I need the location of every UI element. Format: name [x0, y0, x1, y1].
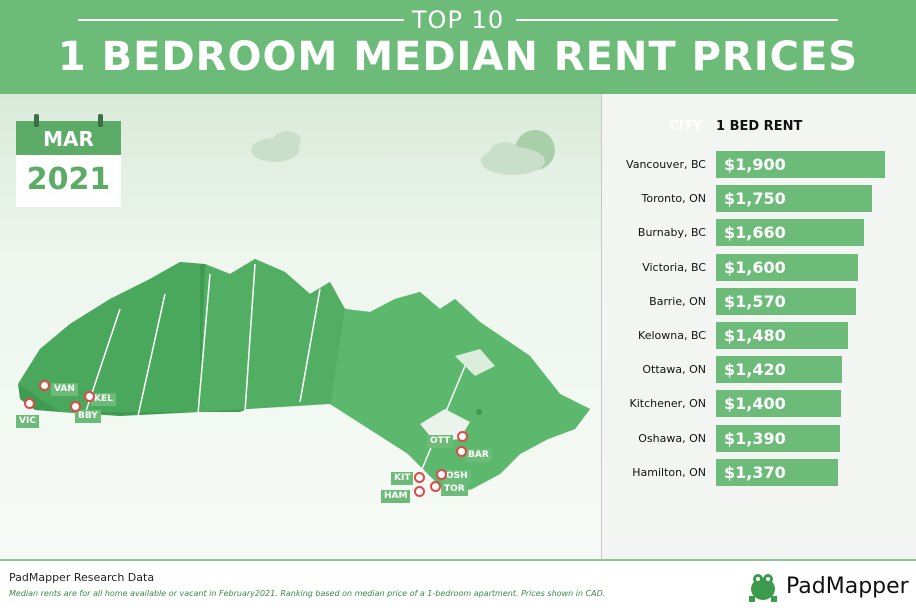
calendar-ring-icon: [34, 114, 39, 127]
page-title: 1 BEDROOM MEDIAN RENT PRICES: [57, 34, 859, 80]
row-city-label: Burnaby, BC: [637, 226, 706, 240]
rent-bar-label: $1,600: [724, 257, 786, 277]
rent-bar-label: $1,900: [724, 155, 786, 174]
column-header-city: CITY: [669, 119, 702, 134]
row-city-label: Kelowna, BC: [638, 329, 706, 342]
row-city-label: Vancouver, BC: [626, 158, 706, 171]
map-label-tor: TOR: [441, 483, 468, 496]
footer-note: Median rents are for all home available …: [9, 589, 606, 598]
rent-bar: [716, 253, 858, 281]
row-city-label: Hamilton, ON: [632, 465, 706, 479]
row-city-label: Barrie, ON: [649, 294, 706, 308]
rent-bar-label: $1,400: [724, 394, 786, 414]
brand-name: PadMapper: [786, 574, 909, 599]
rent-bar-label: $1,420: [724, 360, 786, 380]
location-pin-icon: [414, 472, 425, 483]
header-top-label: TOP 10: [411, 6, 505, 34]
row-city-label: Kitchener, ON: [629, 397, 706, 411]
cloud-icon: [251, 131, 301, 162]
rent-bar: [716, 356, 842, 384]
rent-bar-label: $1,390: [724, 428, 786, 448]
map-label-vic: VIC: [16, 415, 39, 428]
rent-bar: [716, 390, 841, 418]
map-label-bar: BAR: [465, 449, 492, 462]
rent-bar: [716, 322, 848, 349]
rent-bar-label: $1,660: [724, 223, 786, 243]
location-pin-icon: [39, 380, 50, 391]
footer-divider: [0, 559, 916, 561]
rent-bar-label: $1,480: [724, 326, 786, 345]
rent-bar-label: $1,370: [724, 462, 786, 482]
header-rule-left: [78, 19, 404, 21]
column-header-rent: 1 BED RENT: [716, 119, 803, 134]
rent-bar: [716, 151, 885, 178]
panel-divider: [601, 94, 602, 560]
calendar-month: MAR: [16, 121, 121, 155]
rent-bar: [716, 287, 856, 315]
location-pin-icon: [414, 486, 425, 497]
row-city-label: Ottawa, ON: [642, 363, 706, 377]
map-label-osh: OSH: [443, 470, 471, 483]
calendar-ring-icon: [98, 114, 103, 127]
header-rule-right: [516, 19, 838, 21]
map-label-kit: KIT: [391, 472, 414, 485]
map-label-van: VAN: [51, 383, 78, 396]
sun-cloud-icon: [481, 130, 555, 175]
rent-bar: [716, 424, 840, 452]
calendar-year: 2021: [16, 155, 121, 207]
map-label-bby: BBY: [75, 410, 101, 423]
location-pin-icon: [436, 469, 447, 480]
footer: PadMapper Research Data Median rents are…: [0, 561, 916, 611]
padmapper-logo-icon: [749, 574, 777, 602]
map-label-kel: KEL: [91, 393, 116, 406]
header-banner: TOP 10 1 BEDROOM MEDIAN RENT PRICES: [0, 0, 916, 94]
date-calendar-badge: MAR 2021: [16, 114, 121, 207]
location-pin-icon: [70, 401, 81, 412]
row-city-label: Toronto, ON: [641, 192, 707, 206]
location-pin-icon: [430, 481, 441, 492]
row-city-label: Victoria, BC: [642, 260, 706, 274]
row-city-label: Oshawa, ON: [638, 431, 706, 445]
location-pin-icon: [456, 446, 467, 457]
rent-bar-label: $1,750: [724, 189, 786, 209]
location-pin-icon: [24, 398, 35, 409]
map-label-ham: HAM: [381, 490, 411, 503]
location-pin-icon: [84, 391, 95, 402]
rent-bar: [716, 458, 838, 486]
rent-bar: [716, 219, 864, 247]
location-pin-icon: [457, 431, 468, 442]
rent-bar: [716, 185, 872, 213]
map-label-ott: OTT: [427, 435, 454, 448]
rent-bar-label: $1,570: [724, 291, 786, 311]
footer-source: PadMapper Research Data: [9, 571, 155, 584]
